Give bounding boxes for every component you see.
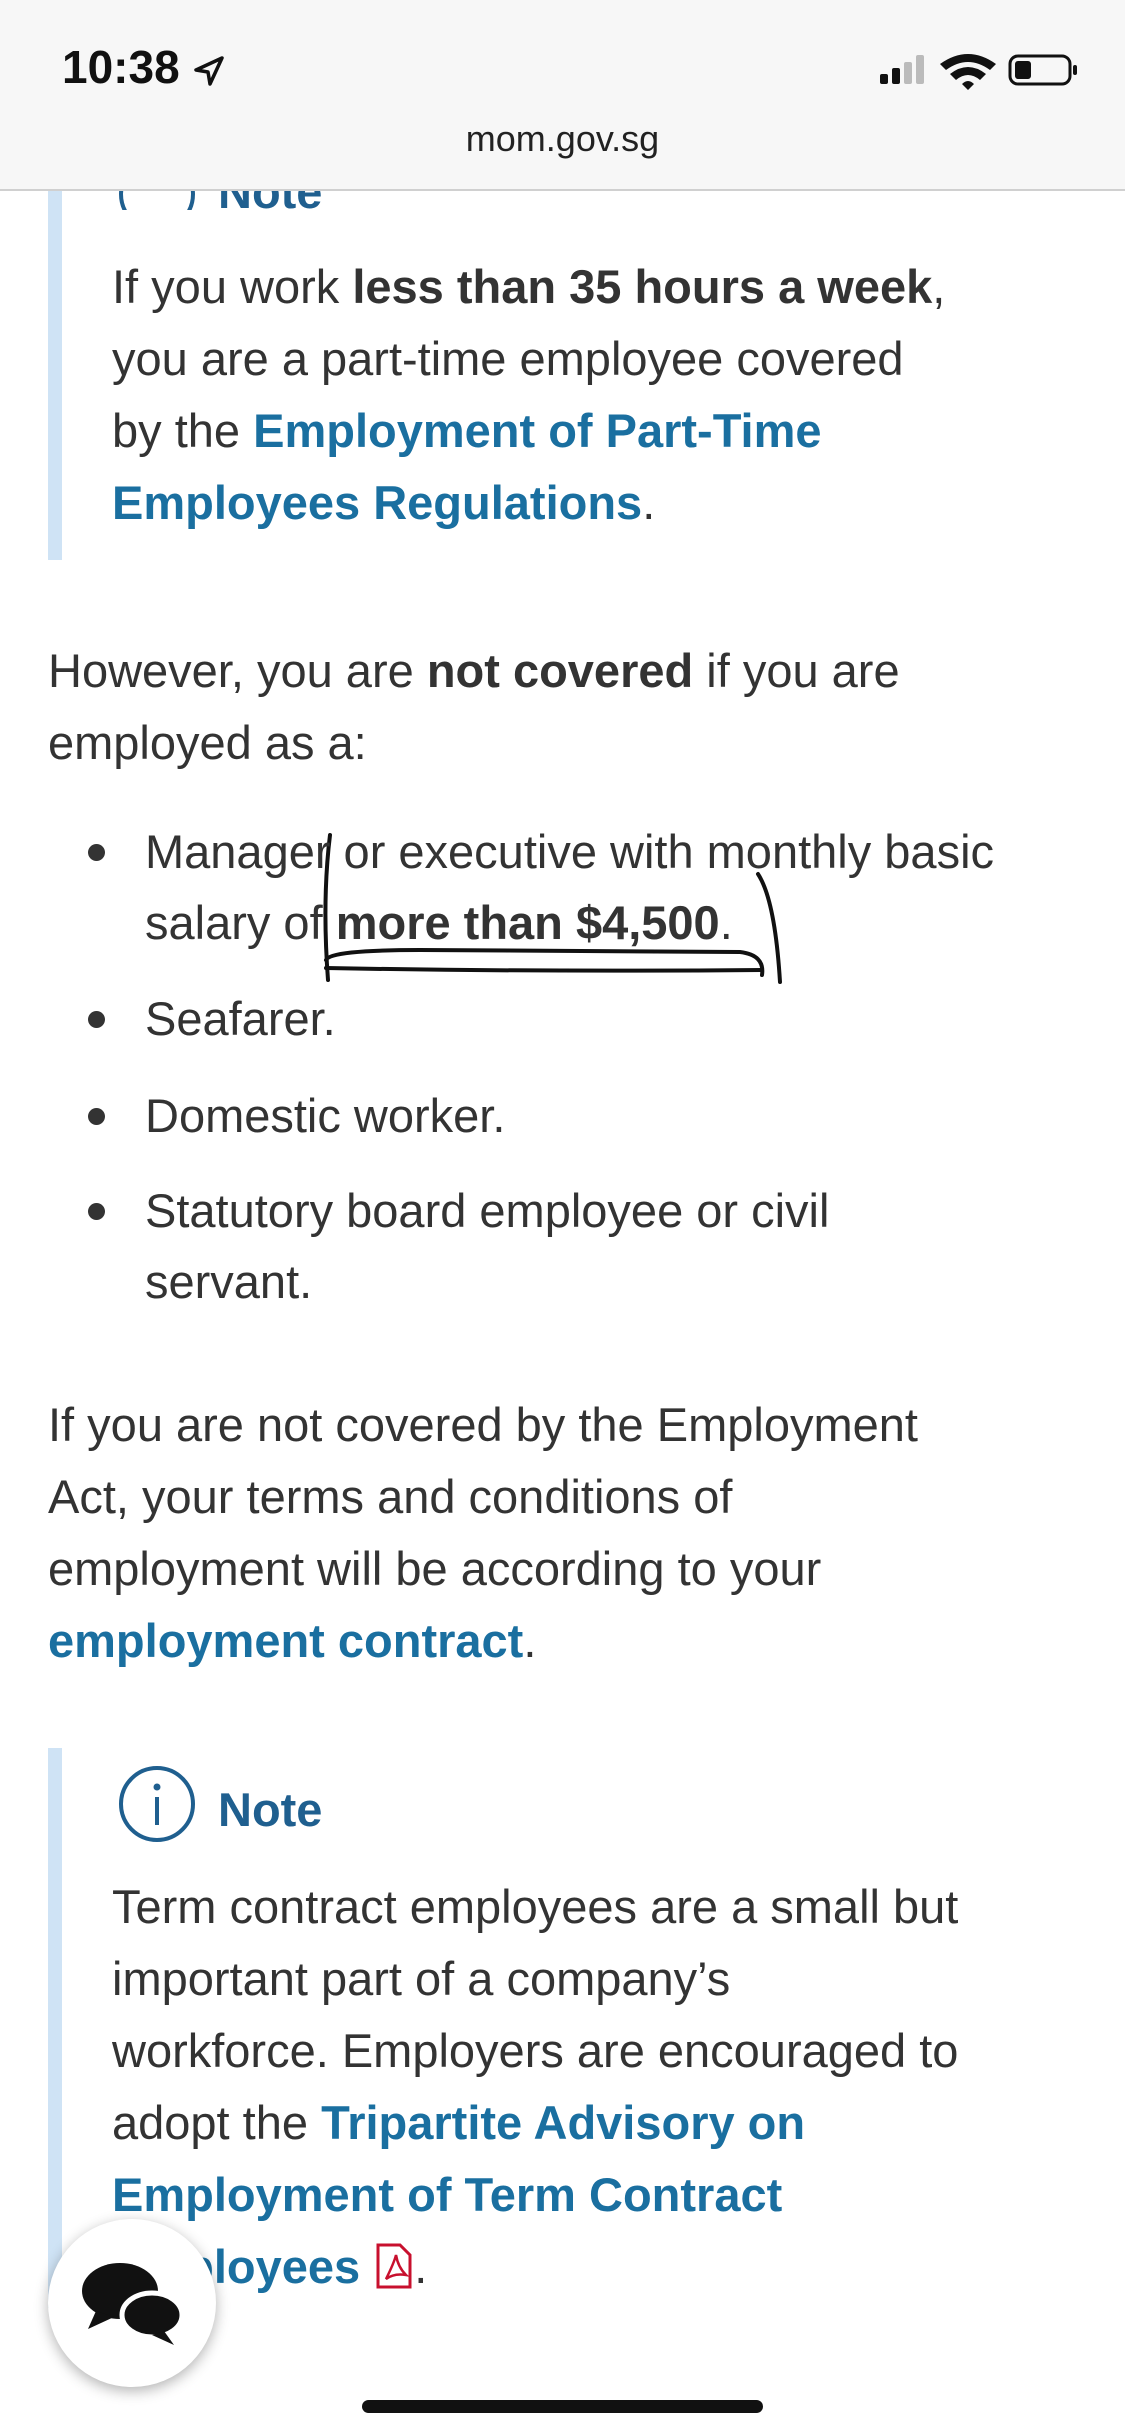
link[interactable]: Employees Regulations — [112, 476, 643, 529]
text-line: you are a part-time employee covered — [112, 323, 904, 395]
bullet-dot — [88, 1011, 105, 1028]
text: However, you are — [48, 644, 427, 697]
text: . — [642, 476, 656, 529]
text-line: employment contract. — [48, 1605, 536, 1677]
text: Domestic worker. — [145, 1089, 506, 1142]
text-line: Domestic worker. — [145, 1080, 505, 1152]
text-line: If you are not covered by the Employment — [48, 1389, 918, 1461]
text: less than 35 hours a week — [352, 260, 933, 313]
note-border — [48, 150, 62, 560]
chat-button[interactable] — [48, 2219, 216, 2387]
link[interactable]: Tripartite Advisory on — [321, 2096, 806, 2149]
text: employed as a: — [48, 716, 367, 769]
handwritten-annotation — [323, 833, 782, 984]
pdf-icon — [376, 2243, 412, 2289]
text: Statutory board employee or civil — [145, 1184, 830, 1237]
bullet-dot — [88, 844, 105, 861]
text: . — [523, 1614, 537, 1667]
text-line: Term contract employees are a small but — [112, 1871, 958, 1943]
bullet-dot — [88, 1108, 105, 1125]
chat-icon — [82, 2263, 185, 2345]
text-line: Act, your terms and conditions of — [48, 1461, 732, 1533]
text: workforce. Employers are encouraged to — [112, 2024, 959, 2077]
text: servant. — [145, 1255, 313, 1308]
text: Act, your terms and conditions of — [48, 1470, 733, 1523]
text-line: important part of a company’s — [112, 1943, 730, 2015]
text-line: Statutory board employee or civil — [145, 1175, 829, 1247]
note-heading: Note — [218, 1783, 323, 1836]
home-indicator — [362, 2400, 763, 2413]
note-border — [48, 1748, 62, 2308]
text: Seafarer. — [145, 992, 336, 1045]
text: Manager or executive with monthly basic — [145, 825, 995, 878]
text-line: servant. — [145, 1246, 312, 1318]
text-line: by the Employment of Part-Time — [112, 395, 822, 467]
status-icons — [880, 54, 1077, 90]
info-icon — [119, 1766, 195, 1842]
text: If you work — [112, 260, 353, 313]
text-line: salary of more than $4,500. — [145, 887, 733, 959]
text-line: adopt the Tripartite Advisory on — [112, 2087, 805, 2159]
text-line: employment will be according to your — [48, 1533, 821, 1605]
text: important part of a company’s — [112, 1952, 731, 2005]
text: If you are not covered by the Employment — [48, 1398, 918, 1451]
text: salary of — [145, 896, 336, 949]
text-line: employed as a: — [48, 707, 367, 779]
location-icon — [194, 56, 224, 86]
text-line: Employment of Term Contract — [112, 2159, 782, 2231]
text: adopt the — [112, 2096, 322, 2149]
bullet-dot — [88, 1203, 105, 1220]
text: employment will be according to your — [48, 1542, 822, 1595]
text: . — [414, 2240, 428, 2293]
text-line: Employees Regulations. — [112, 467, 655, 539]
text-line: workforce. Employers are encouraged to — [112, 2015, 958, 2087]
text: if you are — [693, 644, 900, 697]
link[interactable]: Employment of Term Contract — [112, 2168, 783, 2221]
text: , — [932, 260, 946, 313]
text: not covered — [426, 644, 694, 697]
status-time: 10:38 — [62, 41, 180, 93]
text: more than $4,500 — [335, 896, 720, 949]
text: Term contract employees are a small but — [112, 1880, 959, 1933]
text: . — [719, 896, 733, 949]
link[interactable]: employment contract — [48, 1614, 524, 1667]
browser-bar: 10:38 mom.gov.sg — [0, 0, 1125, 191]
text-line: If you work less than 35 hours a week, — [112, 251, 945, 323]
link[interactable]: Employment of Part-Time — [253, 404, 822, 457]
text: by the — [112, 404, 254, 457]
text-line: Manager or executive with monthly basic — [145, 816, 994, 888]
url[interactable]: mom.gov.sg — [465, 118, 660, 159]
text-line: However, you are not covered if you are — [48, 635, 900, 707]
text: you are a part-time employee covered — [112, 332, 904, 385]
text-line: Seafarer. — [145, 983, 336, 1055]
